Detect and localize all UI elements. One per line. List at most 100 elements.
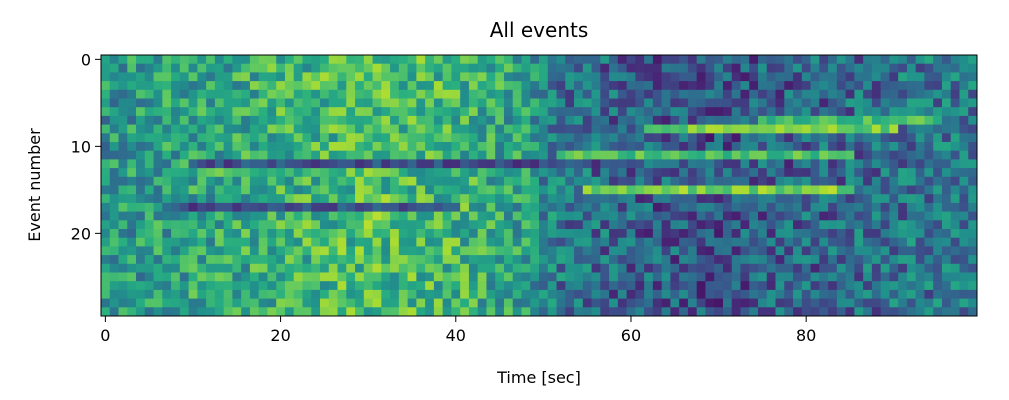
heatmap-cell (582, 289, 592, 299)
heatmap-cell (810, 124, 820, 134)
heatmap-cell (188, 133, 198, 143)
heatmap-cell (766, 246, 776, 256)
heatmap-cell (468, 176, 479, 186)
heatmap-cell (320, 246, 330, 256)
heatmap-cell (696, 55, 706, 65)
heatmap-cell (670, 185, 680, 195)
heatmap-cell (136, 298, 146, 308)
heatmap-cell (206, 107, 216, 117)
heatmap-cell (766, 263, 776, 273)
heatmap-cell (609, 55, 619, 65)
heatmap-cell (503, 115, 514, 125)
heatmap-cell (687, 98, 698, 108)
heatmap-cell (968, 124, 978, 134)
heatmap-cell (179, 168, 189, 178)
heatmap-cell (320, 176, 330, 186)
heatmap-cell (758, 115, 768, 125)
heatmap-cell (118, 63, 128, 73)
heatmap-cell (337, 176, 347, 186)
heatmap-cell (731, 133, 741, 143)
heatmap-cell (153, 176, 163, 186)
heatmap-cell (626, 185, 636, 195)
heatmap-cell (661, 237, 671, 247)
heatmap-cell (258, 72, 268, 82)
heatmap-cell (670, 211, 680, 221)
heatmap-cell (328, 81, 338, 91)
heatmap-cell (871, 229, 882, 239)
heatmap-cell (574, 55, 584, 65)
heatmap-cell (232, 55, 242, 65)
heatmap-cell (661, 229, 671, 239)
heatmap-cell (915, 246, 925, 256)
heatmap-cell (346, 229, 356, 239)
heatmap-cell (836, 142, 846, 152)
heatmap-cell (644, 229, 654, 239)
heatmap-cell (898, 124, 908, 134)
heatmap-cell (539, 55, 549, 65)
heatmap-cell (959, 115, 969, 125)
heatmap-cell (644, 211, 654, 221)
heatmap-cell (924, 159, 934, 169)
heatmap-cell (232, 298, 242, 308)
heatmap-cell (845, 150, 855, 160)
x-tick-label: 40 (446, 326, 466, 345)
heatmap-cell (433, 289, 444, 299)
heatmap-cell (346, 211, 356, 221)
heatmap-cell (136, 281, 146, 291)
heatmap-cell (442, 220, 452, 230)
heatmap-cell (223, 150, 233, 160)
heatmap-cell (101, 168, 111, 178)
heatmap-cell (407, 289, 417, 299)
heatmap-cell (635, 307, 645, 317)
heatmap-cell (407, 55, 417, 65)
heatmap-cell (644, 150, 654, 160)
heatmap-cell (346, 220, 356, 230)
heatmap-cell (793, 159, 803, 169)
heatmap-cell (539, 194, 549, 204)
heatmap-cell (241, 107, 251, 117)
heatmap-cell (758, 98, 768, 108)
heatmap-cell (617, 211, 627, 221)
heatmap-cell (687, 89, 698, 99)
heatmap-cell (933, 142, 943, 152)
heatmap-cell (854, 81, 864, 91)
heatmap-cell (179, 263, 189, 273)
heatmap-cell (591, 107, 601, 117)
heatmap-cell (687, 55, 698, 65)
heatmap-cell (118, 115, 128, 125)
heatmap-cell (836, 237, 846, 247)
heatmap-cell (241, 168, 251, 178)
heatmap-cell (819, 124, 829, 134)
heatmap-cell (784, 202, 794, 212)
heatmap-cell (381, 89, 391, 99)
heatmap-cell (539, 133, 549, 143)
heatmap-cell (880, 89, 890, 99)
heatmap-cell (468, 159, 479, 169)
heatmap-cell (188, 107, 198, 117)
heatmap-cell (714, 98, 724, 108)
heatmap-cell (127, 246, 137, 256)
heatmap-cell (136, 55, 146, 65)
heatmap-cell (819, 185, 829, 195)
heatmap-cell (740, 89, 750, 99)
heatmap-cell (854, 255, 864, 265)
heatmap-cell (810, 150, 820, 160)
heatmap-cell (758, 255, 768, 265)
heatmap-cell (276, 176, 286, 186)
heatmap-cell (136, 107, 146, 117)
heatmap-cell (906, 168, 917, 178)
heatmap-cell (398, 281, 408, 291)
heatmap-cell (644, 272, 654, 282)
heatmap-cell (687, 159, 698, 169)
heatmap-cell (696, 255, 706, 265)
heatmap-cell (179, 107, 189, 117)
heatmap-cell (652, 89, 663, 99)
heatmap-cell (933, 263, 943, 273)
heatmap-cell (363, 55, 373, 65)
heatmap-cell (188, 289, 198, 299)
heatmap-cell (328, 107, 338, 117)
heatmap-cell (451, 220, 461, 230)
heatmap-cell (162, 185, 172, 195)
heatmap-cell (197, 150, 207, 160)
heatmap-cell (249, 98, 260, 108)
